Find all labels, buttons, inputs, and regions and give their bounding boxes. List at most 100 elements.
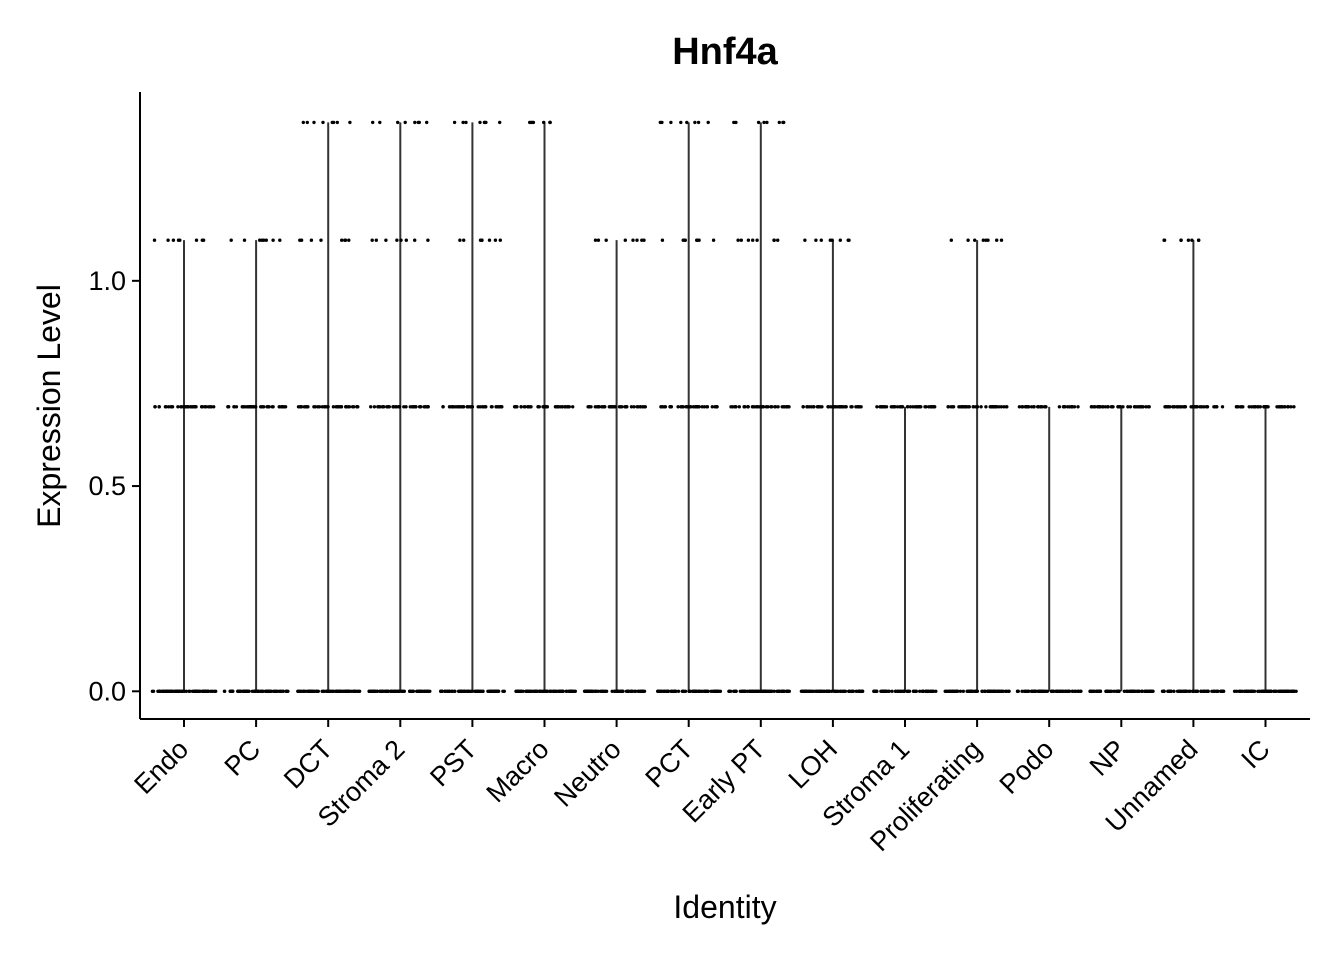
data-point xyxy=(958,689,963,693)
data-point xyxy=(1076,689,1080,693)
data-point xyxy=(1279,689,1284,693)
data-point xyxy=(560,405,565,409)
data-point xyxy=(781,405,786,409)
data-point xyxy=(1045,689,1050,693)
data-point xyxy=(828,238,832,242)
data-point xyxy=(478,120,482,125)
data-point xyxy=(930,405,934,409)
x-tick-label: PST xyxy=(424,734,482,792)
x-tick-label: Neutro xyxy=(548,734,627,813)
data-point xyxy=(1076,405,1080,409)
data-point xyxy=(567,689,571,693)
data-point xyxy=(194,238,199,242)
data-point xyxy=(772,238,776,242)
data-point xyxy=(1168,689,1172,693)
data-point xyxy=(381,689,385,693)
data-point xyxy=(631,238,635,242)
data-point xyxy=(166,238,170,242)
data-point xyxy=(166,405,171,409)
data-point xyxy=(1292,405,1296,409)
data-point xyxy=(1183,689,1187,693)
data-point xyxy=(705,405,710,409)
data-point xyxy=(1040,689,1044,693)
data-point xyxy=(799,689,804,693)
data-point xyxy=(264,238,268,242)
data-point xyxy=(404,238,408,242)
data-point xyxy=(269,689,273,693)
data-point xyxy=(960,405,965,409)
data-point xyxy=(636,405,640,409)
data-point xyxy=(1089,689,1093,693)
data-point xyxy=(1146,689,1151,693)
data-point xyxy=(583,689,588,693)
chart-title: Hnf4a xyxy=(672,31,778,73)
data-point xyxy=(1206,689,1210,693)
data-point xyxy=(918,405,922,409)
data-point xyxy=(343,238,347,242)
data-point xyxy=(600,689,604,693)
data-point xyxy=(679,405,683,409)
data-point xyxy=(1095,689,1099,693)
data-point xyxy=(571,405,575,409)
data-point xyxy=(1199,689,1203,693)
data-point xyxy=(330,120,334,125)
data-point xyxy=(179,405,183,409)
data-point xyxy=(995,238,999,242)
data-point xyxy=(312,405,316,409)
data-point xyxy=(843,689,848,693)
data-point xyxy=(1235,689,1239,693)
data-point xyxy=(759,405,764,409)
data-point xyxy=(814,238,818,242)
data-point xyxy=(152,238,157,242)
data-point xyxy=(1055,689,1060,693)
data-point xyxy=(624,405,629,409)
data-point xyxy=(261,405,265,409)
data-point xyxy=(965,689,969,693)
data-point xyxy=(617,689,621,693)
data-point xyxy=(464,120,468,125)
data-point xyxy=(944,689,948,693)
data-point xyxy=(847,689,851,693)
data-point xyxy=(387,405,391,409)
data-point xyxy=(883,405,887,409)
data-point xyxy=(596,689,600,693)
data-point xyxy=(181,405,186,409)
data-point xyxy=(561,689,565,693)
data-point xyxy=(258,238,262,242)
data-point xyxy=(528,405,532,409)
data-point xyxy=(519,689,523,693)
data-point xyxy=(999,238,1004,242)
data-point xyxy=(1162,238,1167,242)
data-point xyxy=(946,405,950,409)
data-point xyxy=(733,405,737,409)
data-point xyxy=(979,405,983,409)
data-point xyxy=(564,689,568,693)
data-point xyxy=(839,689,843,693)
data-point xyxy=(951,689,956,693)
data-point xyxy=(988,405,992,409)
data-point xyxy=(228,689,232,693)
data-point xyxy=(850,689,855,693)
data-point xyxy=(340,238,344,242)
data-point xyxy=(1110,405,1114,409)
data-point xyxy=(157,405,161,409)
data-point xyxy=(541,689,545,693)
data-point xyxy=(746,405,750,409)
data-point xyxy=(153,405,157,409)
data-point xyxy=(742,405,746,409)
data-point xyxy=(1091,689,1096,693)
data-point xyxy=(267,405,271,409)
data-point xyxy=(370,238,374,242)
data-point xyxy=(1205,405,1209,409)
data-point xyxy=(1121,405,1125,409)
data-point xyxy=(498,238,502,242)
data-point xyxy=(1249,689,1254,693)
data-point xyxy=(738,689,742,693)
data-point xyxy=(545,405,549,409)
data-point xyxy=(984,405,988,409)
data-point xyxy=(178,238,182,242)
data-point xyxy=(534,689,538,693)
data-point xyxy=(459,405,463,409)
data-point xyxy=(902,689,906,693)
data-point xyxy=(1003,689,1008,693)
